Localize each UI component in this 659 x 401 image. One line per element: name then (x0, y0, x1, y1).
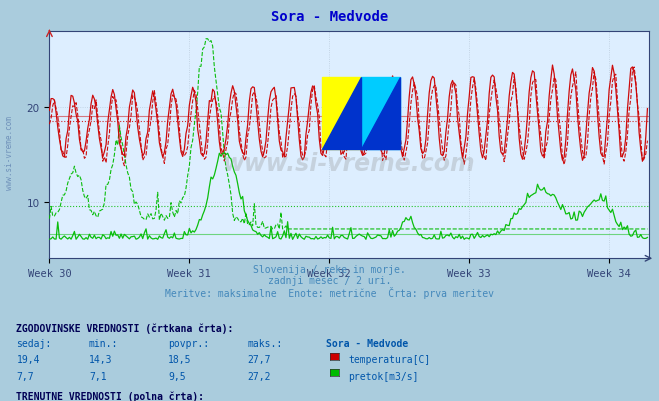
Text: 18,5: 18,5 (168, 354, 192, 365)
Text: www.si-vreme.com: www.si-vreme.com (5, 115, 14, 189)
Text: sedaj:: sedaj: (16, 338, 51, 348)
Text: Slovenija / reke in morje.: Slovenija / reke in morje. (253, 264, 406, 274)
Polygon shape (361, 77, 400, 150)
Text: temperatura[C]: temperatura[C] (348, 354, 430, 365)
Text: 9,5: 9,5 (168, 371, 186, 381)
Bar (322, 77, 361, 150)
Text: 27,7: 27,7 (247, 354, 271, 365)
Text: www.si-vreme.com: www.si-vreme.com (223, 152, 476, 176)
Text: Meritve: maksimalne  Enote: metrične  Črta: prva meritev: Meritve: maksimalne Enote: metrične Črta… (165, 286, 494, 298)
Text: povpr.:: povpr.: (168, 338, 209, 348)
Text: maks.:: maks.: (247, 338, 282, 348)
Text: 7,1: 7,1 (89, 371, 107, 381)
Text: Sora - Medvode: Sora - Medvode (326, 338, 409, 348)
Text: zadnji mesec / 2 uri.: zadnji mesec / 2 uri. (268, 275, 391, 285)
Text: pretok[m3/s]: pretok[m3/s] (348, 371, 418, 381)
Polygon shape (322, 77, 361, 150)
Text: min.:: min.: (89, 338, 119, 348)
Text: 27,2: 27,2 (247, 371, 271, 381)
Text: ZGODOVINSKE VREDNOSTI (črtkana črta):: ZGODOVINSKE VREDNOSTI (črtkana črta): (16, 323, 234, 333)
Text: Sora - Medvode: Sora - Medvode (271, 10, 388, 24)
Text: 7,7: 7,7 (16, 371, 34, 381)
Text: 14,3: 14,3 (89, 354, 113, 365)
Bar (361, 77, 400, 150)
Text: 19,4: 19,4 (16, 354, 40, 365)
Text: TRENUTNE VREDNOSTI (polna črta):: TRENUTNE VREDNOSTI (polna črta): (16, 390, 204, 401)
